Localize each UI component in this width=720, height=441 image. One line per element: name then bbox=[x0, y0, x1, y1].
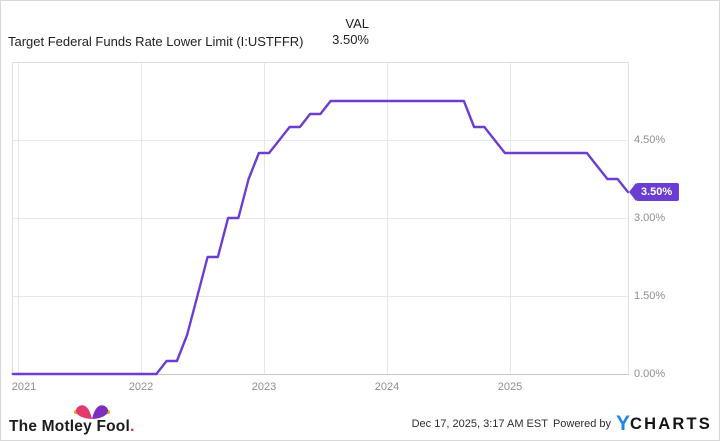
val-column-header: VAL bbox=[345, 16, 369, 31]
tag-pointer-icon bbox=[629, 183, 636, 201]
last-value-tag: 3.50% bbox=[629, 183, 680, 201]
ycharts-wordmark: CHARTS bbox=[630, 414, 712, 433]
ycharts-y-glyph: Y bbox=[616, 412, 631, 435]
y-axis-label: 1.50% bbox=[634, 290, 666, 302]
x-axis-label: 2021 bbox=[11, 381, 37, 393]
x-axis-label: 2022 bbox=[128, 381, 154, 393]
wordmark-period: . bbox=[129, 418, 135, 435]
val-current-value: 3.50% bbox=[332, 32, 369, 47]
timestamp: Dec 17, 2025, 3:17 AM EST bbox=[411, 417, 548, 430]
x-axis-label: 2023 bbox=[251, 381, 277, 393]
ycharts-logo[interactable]: Y CHARTS bbox=[616, 413, 712, 434]
y-axis-label: 0.00% bbox=[634, 368, 666, 380]
y-axis-label: 4.50% bbox=[634, 134, 666, 146]
footer-attribution: Dec 17, 2025, 3:17 AM EST Powered by Y C… bbox=[412, 413, 712, 434]
motley-fool-logo[interactable]: The Motley Fool. bbox=[9, 401, 139, 435]
y-axis-label: 3.00% bbox=[634, 212, 666, 224]
jester-hat-icon bbox=[73, 405, 111, 420]
x-axis-label: 2024 bbox=[374, 381, 400, 393]
last-value-tag-label: 3.50% bbox=[641, 186, 673, 198]
powered-by-label: Powered by bbox=[552, 417, 612, 430]
motley-fool-wordmark: The Motley Fool. bbox=[9, 418, 135, 435]
x-axis-label: 2025 bbox=[497, 381, 523, 393]
rate-series-line bbox=[11, 99, 630, 376]
chart-title: Target Federal Funds Rate Lower Limit (I… bbox=[8, 34, 304, 49]
